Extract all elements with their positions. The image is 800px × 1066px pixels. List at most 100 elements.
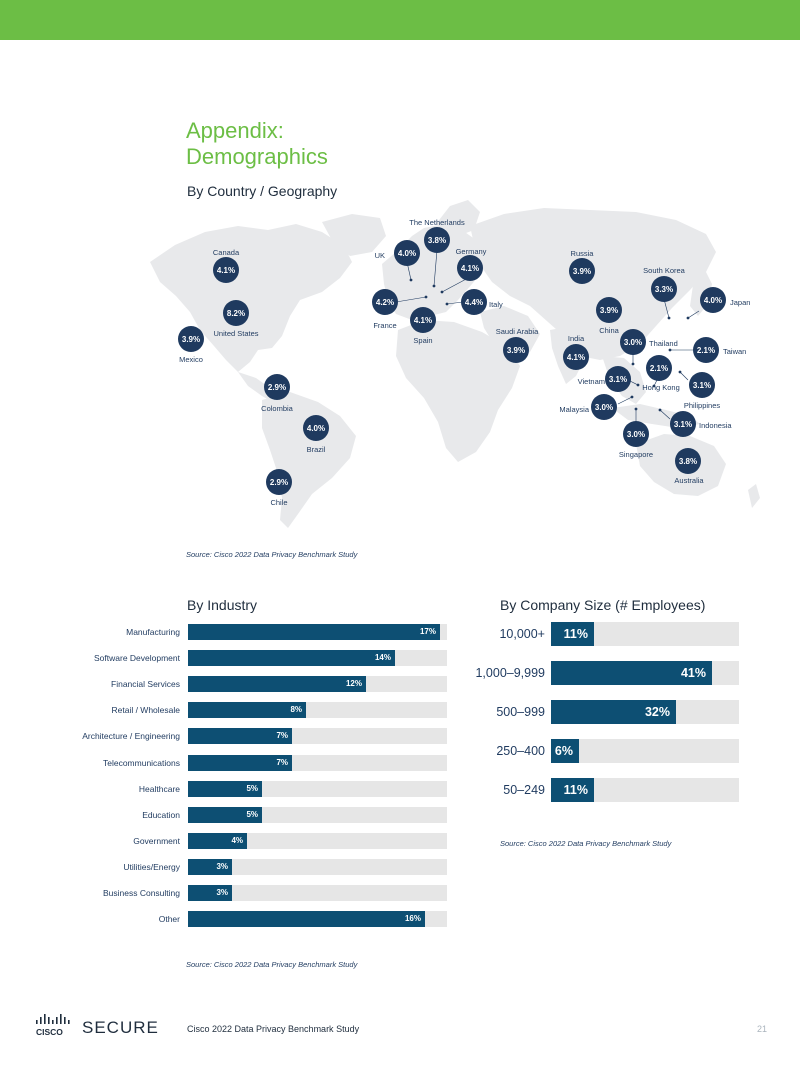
marker-label-uk: UK bbox=[375, 251, 385, 260]
marker-circle-china bbox=[596, 297, 622, 323]
marker-circle-russia bbox=[569, 258, 595, 284]
country-marker: 2.1% Hong Kong bbox=[642, 355, 680, 392]
marker-value-russia: 3.9% bbox=[573, 267, 591, 276]
country-marker: 4.1% Germany bbox=[456, 247, 487, 281]
industry-bar: 3% bbox=[188, 885, 232, 901]
marker-value-australia: 3.8% bbox=[679, 457, 697, 466]
industry-category-label: Other bbox=[158, 914, 180, 925]
marker-value-chile: 2.9% bbox=[270, 478, 288, 487]
marker-label-philippines: Philippines bbox=[684, 401, 721, 410]
industry-bar-row: Other 16% bbox=[0, 911, 460, 929]
company-size-bar-value: 11% bbox=[563, 783, 588, 797]
company-size-heading: By Company Size (# Employees) bbox=[500, 597, 706, 613]
marker-circle-chile bbox=[266, 469, 292, 495]
marker-label-saudi-arabia: Saudi Arabia bbox=[496, 327, 539, 336]
industry-bar-value: 16% bbox=[404, 914, 421, 924]
company-size-bar-row: 50–249 11% bbox=[0, 778, 800, 802]
industry-bar-row: Utilities/Energy 3% bbox=[0, 858, 460, 877]
industry-category-label: Architecture / Engineering bbox=[82, 731, 180, 742]
country-marker: 3.8% The Netherlands bbox=[409, 218, 465, 253]
company-size-bar-value: 11% bbox=[563, 627, 588, 641]
cisco-secure-logo: CISCO SECURE bbox=[36, 1014, 158, 1037]
industry-bar-track: 3% bbox=[188, 885, 447, 901]
leader-lines bbox=[395, 249, 700, 422]
marker-label-the-netherlands: The Netherlands bbox=[409, 218, 465, 227]
marker-circle-saudi-arabia bbox=[503, 337, 529, 363]
marker-label-malaysia: Malaysia bbox=[559, 405, 589, 414]
industry-bar-track: 5% bbox=[188, 806, 447, 823]
industry-bar-value: 8% bbox=[290, 705, 302, 715]
marker-value-colombia: 2.9% bbox=[268, 383, 286, 392]
industry-bar-row: Manufacturing 17% bbox=[0, 624, 460, 642]
marker-circle-mexico bbox=[178, 326, 204, 352]
marker-value-canada: 4.1% bbox=[217, 266, 235, 275]
marker-label-thailand: Thailand bbox=[649, 339, 678, 348]
land-scandinavia bbox=[436, 200, 480, 236]
marker-circle-singapore bbox=[623, 421, 649, 447]
industry-bar: 3% bbox=[188, 858, 232, 875]
industry-bar-row: Retail / Wholesale 8% bbox=[0, 702, 460, 720]
marker-label-colombia: Colombia bbox=[261, 404, 294, 413]
marker-label-italy: Italy bbox=[489, 300, 503, 309]
company-size-category-label: 10,000+ bbox=[499, 627, 545, 641]
industry-bar-row: Healthcare 5% bbox=[0, 780, 460, 799]
country-marker: 3.3% South Korea bbox=[643, 266, 686, 302]
industry-category-label: Manufacturing bbox=[126, 627, 180, 637]
marker-label-canada: Canada bbox=[213, 248, 240, 257]
marker-circle-india bbox=[563, 344, 589, 370]
industry-bar-track: 16% bbox=[188, 911, 447, 928]
industry-category-label: Retail / Wholesale bbox=[111, 705, 180, 716]
industry-category-label: Education bbox=[142, 809, 180, 820]
marker-circle-the-netherlands bbox=[424, 227, 450, 253]
industry-bar-track: 8% bbox=[188, 702, 447, 719]
geo-heading: By Country / Geography bbox=[187, 183, 338, 199]
marker-circle-thailand bbox=[620, 329, 646, 355]
marker-value-germany: 4.1% bbox=[461, 264, 479, 273]
company-size-bar-row: 10,000+ 11% bbox=[0, 622, 800, 646]
marker-value-indonesia: 3.1% bbox=[674, 420, 692, 429]
land-asia bbox=[470, 208, 716, 360]
industry-bar-value: 12% bbox=[345, 679, 362, 689]
industry-bar-track: 5% bbox=[188, 780, 447, 797]
industry-bar-track: 14% bbox=[188, 650, 447, 667]
country-marker: 3.1% Vietnam bbox=[578, 366, 631, 392]
industry-category-label: Business Consulting bbox=[102, 888, 180, 898]
marker-circle-hong-kong bbox=[646, 355, 672, 381]
marker-circle-germany bbox=[457, 255, 483, 281]
industry-bar-value: 4% bbox=[231, 835, 243, 845]
industry-bar-value: 5% bbox=[246, 809, 258, 819]
marker-label-spain: Spain bbox=[413, 336, 432, 345]
country-marker: 4.1% Canada bbox=[213, 248, 240, 283]
industry-bar-row: Education 5% bbox=[0, 806, 460, 825]
company-size-bar: 6% bbox=[551, 739, 579, 763]
country-markers: 4.1% Canada 8.2% United States 3.9% Mexico 2.9… bbox=[178, 218, 750, 507]
company-size-bar: 41% bbox=[551, 661, 712, 685]
country-marker: 4.2% France bbox=[372, 289, 398, 330]
marker-value-saudi-arabia: 3.9% bbox=[507, 346, 525, 355]
page-title: Appendix: Demographics bbox=[186, 118, 586, 170]
country-marker: 3.0% Thailand bbox=[620, 329, 678, 355]
country-marker: 3.9% Saudi Arabia bbox=[496, 327, 539, 363]
land-greenland bbox=[322, 214, 386, 256]
marker-circle-united-states bbox=[223, 300, 249, 326]
land-south-america bbox=[262, 392, 356, 528]
country-marker: 3.0% Malaysia bbox=[559, 394, 617, 420]
geo-source: Source: Cisco 2022 Data Privacy Benchmar… bbox=[186, 550, 358, 559]
marker-circle-japan bbox=[700, 287, 726, 313]
marker-circle-uk bbox=[394, 240, 420, 266]
company-size-bar-track: 11% bbox=[551, 778, 739, 802]
country-marker: 2.9% Colombia bbox=[261, 374, 294, 413]
country-marker: 8.2% United States bbox=[213, 300, 259, 338]
leader-dots bbox=[409, 278, 690, 412]
marker-label-russia: Russia bbox=[571, 249, 595, 258]
marker-label-mexico: Mexico bbox=[179, 355, 203, 364]
marker-value-brazil: 4.0% bbox=[307, 424, 325, 433]
marker-label-taiwan: Taiwan bbox=[723, 347, 746, 356]
marker-label-china: China bbox=[599, 326, 619, 335]
marker-label-chile: Chile bbox=[270, 498, 287, 507]
industry-bar: 7% bbox=[188, 728, 292, 745]
country-marker: 2.1% Taiwan bbox=[693, 337, 746, 363]
marker-value-singapore: 3.0% bbox=[627, 430, 645, 439]
world-map: 4.1% Canada 8.2% United States 3.9% Mexico 2.9… bbox=[150, 200, 760, 528]
country-marker: 3.1% Indonesia bbox=[670, 411, 732, 437]
